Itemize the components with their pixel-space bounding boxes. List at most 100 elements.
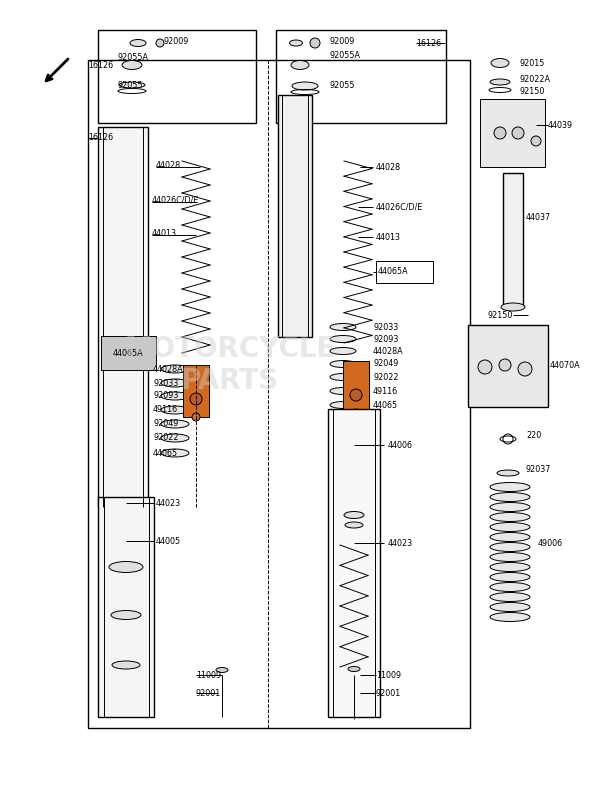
Text: 92055A: 92055A bbox=[330, 50, 361, 60]
Ellipse shape bbox=[490, 612, 530, 622]
Text: 92033: 92033 bbox=[373, 323, 398, 331]
Text: 92055: 92055 bbox=[118, 82, 143, 90]
Ellipse shape bbox=[130, 39, 146, 46]
Circle shape bbox=[518, 362, 532, 376]
Ellipse shape bbox=[490, 502, 530, 512]
Ellipse shape bbox=[490, 572, 530, 582]
Bar bbox=[183, 365, 209, 417]
Circle shape bbox=[190, 393, 202, 405]
Text: 92055: 92055 bbox=[330, 82, 355, 90]
Text: 16126: 16126 bbox=[88, 133, 113, 143]
Circle shape bbox=[499, 359, 511, 371]
Text: 92001: 92001 bbox=[376, 688, 401, 698]
Ellipse shape bbox=[490, 532, 530, 542]
Ellipse shape bbox=[490, 603, 530, 612]
Text: 16126: 16126 bbox=[416, 38, 441, 48]
Text: 220: 220 bbox=[526, 432, 541, 440]
Ellipse shape bbox=[491, 59, 509, 68]
Text: 44028: 44028 bbox=[376, 163, 401, 173]
Ellipse shape bbox=[330, 374, 356, 381]
Ellipse shape bbox=[348, 666, 360, 671]
Ellipse shape bbox=[330, 360, 356, 367]
Text: 44039: 44039 bbox=[548, 121, 573, 130]
Text: 92055A: 92055A bbox=[118, 53, 149, 61]
Ellipse shape bbox=[161, 379, 189, 387]
Text: 92037: 92037 bbox=[526, 465, 551, 473]
Ellipse shape bbox=[290, 40, 302, 46]
Ellipse shape bbox=[490, 542, 530, 552]
Text: 44065A: 44065A bbox=[378, 268, 409, 276]
Text: 92009: 92009 bbox=[330, 36, 355, 46]
Bar bbox=[98, 497, 154, 717]
Circle shape bbox=[350, 389, 362, 401]
Text: 92015: 92015 bbox=[520, 59, 545, 68]
Text: 44065A: 44065A bbox=[113, 349, 143, 357]
Circle shape bbox=[156, 39, 164, 47]
Text: 92049: 92049 bbox=[153, 419, 178, 429]
Bar bbox=[503, 173, 523, 305]
Ellipse shape bbox=[111, 611, 141, 619]
Ellipse shape bbox=[161, 406, 189, 414]
Text: 92022A: 92022A bbox=[520, 75, 551, 85]
Circle shape bbox=[478, 360, 492, 374]
Text: 92150: 92150 bbox=[520, 86, 545, 96]
Ellipse shape bbox=[330, 388, 356, 395]
Text: 92033: 92033 bbox=[153, 378, 178, 388]
Circle shape bbox=[494, 127, 506, 139]
Text: 44037: 44037 bbox=[526, 213, 551, 221]
Bar bbox=[276, 30, 446, 123]
Text: 44023: 44023 bbox=[156, 498, 181, 507]
Ellipse shape bbox=[345, 522, 363, 528]
Text: 44070A: 44070A bbox=[550, 360, 581, 370]
Circle shape bbox=[531, 136, 541, 146]
Ellipse shape bbox=[216, 667, 228, 673]
Bar bbox=[98, 127, 148, 507]
Text: 44006: 44006 bbox=[388, 440, 413, 450]
Bar bbox=[480, 99, 545, 167]
Text: 49116: 49116 bbox=[373, 386, 398, 396]
Ellipse shape bbox=[291, 60, 309, 70]
Text: 92049: 92049 bbox=[373, 360, 398, 368]
Ellipse shape bbox=[490, 513, 530, 521]
Bar bbox=[98, 30, 256, 123]
Text: 11009: 11009 bbox=[376, 670, 401, 680]
Text: 44065: 44065 bbox=[373, 400, 398, 410]
Bar bbox=[376, 261, 433, 283]
Text: 44023: 44023 bbox=[388, 539, 413, 547]
Bar bbox=[343, 361, 369, 413]
Ellipse shape bbox=[161, 420, 189, 428]
Text: 44065: 44065 bbox=[153, 448, 178, 458]
Text: 44028: 44028 bbox=[156, 160, 181, 170]
Ellipse shape bbox=[161, 365, 189, 373]
Ellipse shape bbox=[490, 483, 530, 491]
Text: 92150: 92150 bbox=[488, 311, 514, 319]
Ellipse shape bbox=[330, 401, 356, 408]
Text: 92093: 92093 bbox=[373, 334, 398, 344]
Ellipse shape bbox=[490, 79, 510, 85]
Text: 92001: 92001 bbox=[196, 688, 221, 698]
Ellipse shape bbox=[112, 661, 140, 669]
Text: 49006: 49006 bbox=[538, 539, 563, 547]
Text: 44028A: 44028A bbox=[153, 364, 184, 374]
Ellipse shape bbox=[122, 60, 142, 70]
Text: 92022: 92022 bbox=[153, 433, 179, 443]
Text: 44026C/D/E: 44026C/D/E bbox=[376, 203, 424, 211]
Ellipse shape bbox=[490, 553, 530, 561]
Ellipse shape bbox=[330, 348, 356, 355]
Ellipse shape bbox=[490, 593, 530, 601]
Ellipse shape bbox=[490, 563, 530, 571]
Bar bbox=[468, 325, 548, 407]
Text: 11009: 11009 bbox=[196, 670, 221, 680]
Ellipse shape bbox=[109, 561, 143, 572]
Text: 44026C/D/E: 44026C/D/E bbox=[152, 195, 199, 205]
Text: 92093: 92093 bbox=[153, 392, 178, 400]
Text: 44028A: 44028A bbox=[373, 346, 404, 356]
Ellipse shape bbox=[119, 82, 145, 88]
Circle shape bbox=[352, 409, 360, 417]
Ellipse shape bbox=[161, 449, 189, 457]
Text: 44013: 44013 bbox=[152, 228, 177, 238]
Ellipse shape bbox=[161, 392, 189, 400]
Text: 16126: 16126 bbox=[88, 60, 113, 70]
Text: MOTORCYCLE
PARTS: MOTORCYCLE PARTS bbox=[124, 334, 335, 395]
Ellipse shape bbox=[501, 303, 525, 311]
